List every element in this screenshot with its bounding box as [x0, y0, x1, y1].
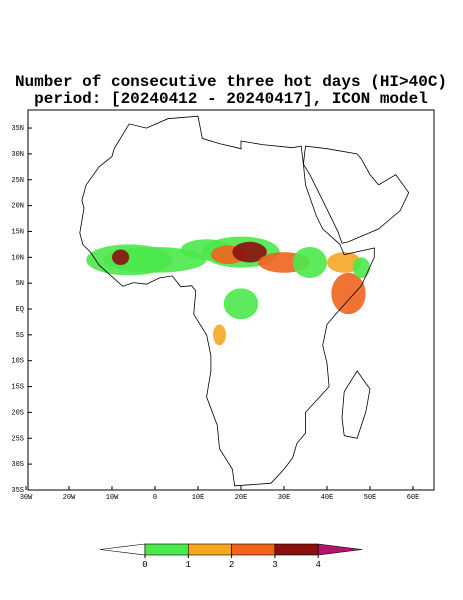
hot-area: [103, 246, 207, 273]
lat-label: 15N: [11, 228, 24, 236]
coastline: [341, 370, 371, 439]
colorbar-segment: [274, 543, 319, 556]
title: Number of consecutive three hot days (HI…: [15, 73, 447, 91]
colorbar-label: 0: [142, 560, 147, 570]
landmass: [79, 115, 410, 487]
hot-area: [327, 252, 362, 273]
hot-area: [352, 257, 370, 278]
lon-label: 40E: [321, 494, 334, 502]
lat-label: 5N: [16, 280, 24, 288]
lon-label: 30W: [20, 494, 33, 502]
lon-label: 60E: [407, 494, 420, 502]
axis-labels: 35N 30N 25N 20N 15N 10N 5N EQ 5S 10S 15S 20S 25S 30S 3…: [11, 125, 419, 502]
lat-label: 20N: [11, 203, 24, 211]
lon-label: 10W: [106, 494, 119, 502]
lat-label: 30S: [11, 461, 24, 469]
hot-areas: [86, 236, 370, 346]
lat-label: EQ: [16, 306, 24, 314]
colorbar-low-triangle: [99, 543, 146, 556]
hot-area: [331, 272, 366, 315]
lat-label: 5S: [16, 332, 24, 340]
coastline: [302, 145, 410, 244]
colorbar-segment: [231, 543, 276, 556]
colorbar-high-triangle: [317, 543, 363, 556]
lat-label: 10N: [11, 254, 24, 262]
lat-label: 10S: [11, 358, 24, 366]
coastline: [79, 115, 375, 487]
lon-label: 50E: [364, 494, 377, 502]
hot-area: [232, 241, 267, 263]
lat-label: 25N: [11, 177, 24, 185]
map-frame: [27, 109, 435, 491]
colorbar-segment: [188, 543, 232, 556]
colorbar-label: 4: [315, 560, 320, 570]
hot-area: [112, 249, 130, 266]
colorbar-label: 3: [272, 560, 277, 570]
lon-label: 20E: [235, 494, 248, 502]
colorbar-label: 2: [229, 560, 234, 570]
hot-area: [292, 246, 327, 278]
lat-label: 15S: [11, 384, 24, 392]
subtitle: period: [20240412 - 20240417], ICON mode…: [34, 90, 428, 108]
lon-label: 0: [153, 494, 157, 502]
colorbar-segment: [144, 543, 189, 556]
lat-label: 35N: [11, 125, 24, 133]
lat-label: 35S: [11, 487, 24, 495]
lon-label: 10E: [192, 494, 205, 502]
lat-label: 20S: [11, 409, 24, 417]
colorbar-label: 1: [186, 560, 191, 570]
lon-label: 20W: [63, 494, 76, 502]
colorbar: 0 1 2 3 4: [99, 543, 363, 570]
hot-area: [213, 324, 226, 346]
lat-label: 30N: [11, 151, 24, 159]
lon-label: 30E: [278, 494, 291, 502]
hot-area: [223, 288, 259, 320]
lat-label: 25S: [11, 435, 24, 443]
